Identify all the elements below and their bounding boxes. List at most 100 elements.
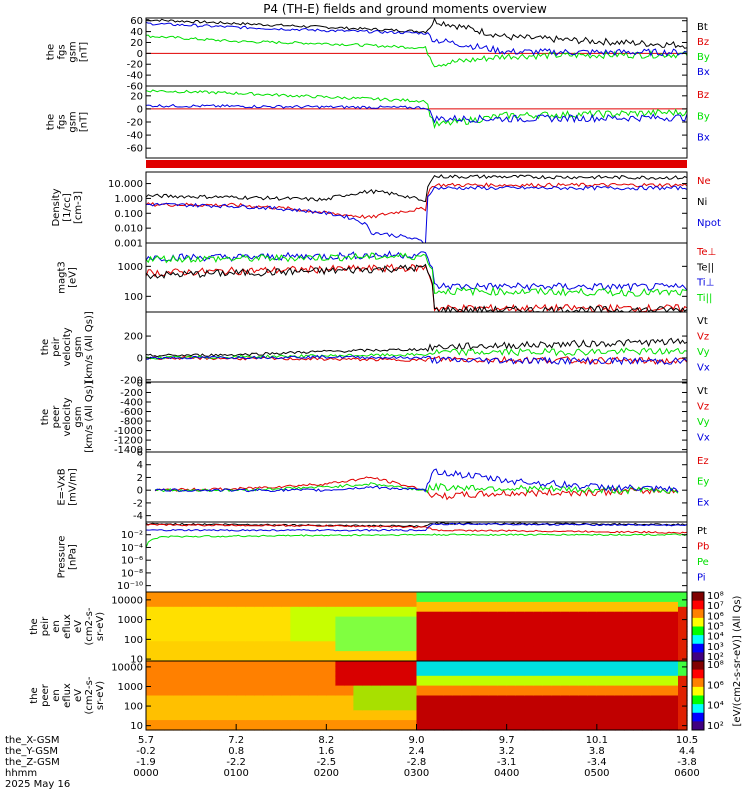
spectrogram-cell	[191, 651, 201, 657]
spectrogram-cell	[263, 606, 273, 613]
ytick-label: 10⁻⁸	[121, 568, 143, 579]
spectrogram-cell	[227, 665, 237, 672]
spectrogram-cell	[299, 641, 309, 647]
series-line-Npot	[145, 185, 688, 244]
spectrogram-cell	[542, 705, 553, 711]
spectrogram-cell	[461, 725, 472, 731]
ytick-label: 1.000	[114, 194, 143, 205]
spectrogram-cell	[533, 675, 544, 682]
spectrogram-cell	[560, 700, 571, 706]
spectrogram-cell	[371, 720, 381, 726]
spectrogram-cell	[299, 670, 309, 677]
ytick-label: 2	[137, 473, 143, 484]
spectrogram-cell	[578, 715, 589, 721]
legend-Bx: Bx	[697, 67, 710, 78]
spectrogram-cell	[353, 675, 363, 682]
spectrogram-cell	[308, 685, 318, 692]
spectrogram-cell	[497, 680, 508, 687]
spectrogram-cell	[623, 661, 634, 667]
spectrogram-cell	[533, 665, 544, 672]
spectrogram-cell	[164, 720, 174, 726]
spectrogram-cell	[281, 690, 291, 697]
spectrogram-cell	[614, 592, 625, 598]
spectrogram-cell	[164, 710, 174, 716]
spectrogram-cell	[308, 710, 318, 716]
spectrogram-cell	[380, 621, 390, 628]
spectrogram-cell	[191, 661, 201, 667]
spectrogram-cell	[461, 641, 472, 647]
ylabel-line: the	[40, 409, 51, 425]
spectrogram-cell	[479, 611, 490, 618]
xtick-Z: -3.8	[677, 757, 697, 768]
spectrogram-cell	[335, 601, 345, 608]
spectrogram-cell	[632, 631, 643, 637]
spectrogram-cell	[353, 670, 363, 677]
spectrogram-cell	[335, 665, 345, 672]
ytick-label: 10	[130, 721, 143, 732]
spectrogram-cell	[542, 626, 553, 632]
spectrogram-cell	[299, 646, 309, 652]
spectrogram-cell	[533, 611, 544, 618]
ylabel-line: fgs	[57, 44, 68, 59]
spectrogram-cell	[146, 601, 156, 608]
spectrogram-cell	[227, 675, 237, 682]
spectrogram-cell	[515, 710, 526, 716]
spectrogram-cell	[407, 616, 418, 623]
spectrogram-cell	[497, 646, 508, 652]
spectrogram-cell	[299, 592, 309, 598]
spectrogram-cell	[533, 621, 544, 628]
spectrogram-cell	[488, 665, 499, 672]
spectrogram-cell	[524, 616, 535, 623]
spectrogram-cell	[596, 661, 607, 667]
spectrogram-cell	[182, 616, 192, 623]
spectrogram-cell	[290, 705, 300, 711]
spectrogram-cell	[227, 611, 237, 618]
spectrogram-cell	[578, 665, 589, 672]
series-line-Pb	[145, 523, 688, 534]
spectrogram-cell	[569, 700, 580, 706]
spectrogram-cell	[371, 626, 381, 632]
spectrogram-cell	[542, 592, 553, 598]
spectrogram-cell	[335, 621, 345, 628]
spectrogram-cell	[434, 596, 445, 603]
spectrogram-cell	[678, 685, 688, 692]
spectrogram-cell	[182, 715, 192, 721]
spectrogram-cell	[524, 725, 535, 731]
spectrogram-cell	[551, 641, 562, 647]
spectrogram-cell	[587, 710, 598, 716]
spectrogram-cell	[560, 616, 571, 623]
spectrogram-cell	[425, 616, 436, 623]
spectrogram-cell	[155, 626, 165, 632]
spectrogram-cell	[272, 720, 282, 726]
spectrogram-cell	[416, 656, 427, 662]
legend-Te||: Te||	[696, 262, 714, 273]
spectrogram-cell	[569, 636, 580, 642]
spectrogram-cell	[506, 646, 517, 652]
spectrogram-cell	[524, 720, 535, 726]
spectrogram-cell	[254, 675, 264, 682]
spectrogram-cell	[461, 611, 472, 618]
spectrogram-cell	[191, 656, 201, 662]
spectrogram-cell	[380, 606, 390, 613]
spectrogram-cell	[335, 656, 345, 662]
spectrogram-cell	[407, 685, 418, 692]
spectrogram-cell	[398, 680, 409, 687]
spectrogram-cell	[326, 651, 336, 657]
spectrogram-cell	[533, 656, 544, 662]
spectrogram-cell	[407, 661, 418, 667]
spectrogram-cell	[326, 601, 336, 608]
spectrogram-cell	[551, 700, 562, 706]
spectrogram-cell	[407, 675, 418, 682]
spectrogram-cell	[641, 665, 652, 672]
spectrogram-cell	[371, 661, 381, 667]
spectrogram-cell	[506, 710, 517, 716]
spectrogram-cell	[344, 675, 354, 682]
spectrogram-cell	[227, 661, 237, 667]
spectrogram-cell	[335, 606, 345, 613]
spectrogram-cell	[155, 621, 165, 628]
legend-Te⊥: Te⊥	[696, 247, 716, 258]
spectrogram-cell	[173, 656, 183, 662]
spectrogram-cell	[614, 646, 625, 652]
spectrogram-cell	[281, 651, 291, 657]
spectrogram-cell	[443, 636, 454, 642]
